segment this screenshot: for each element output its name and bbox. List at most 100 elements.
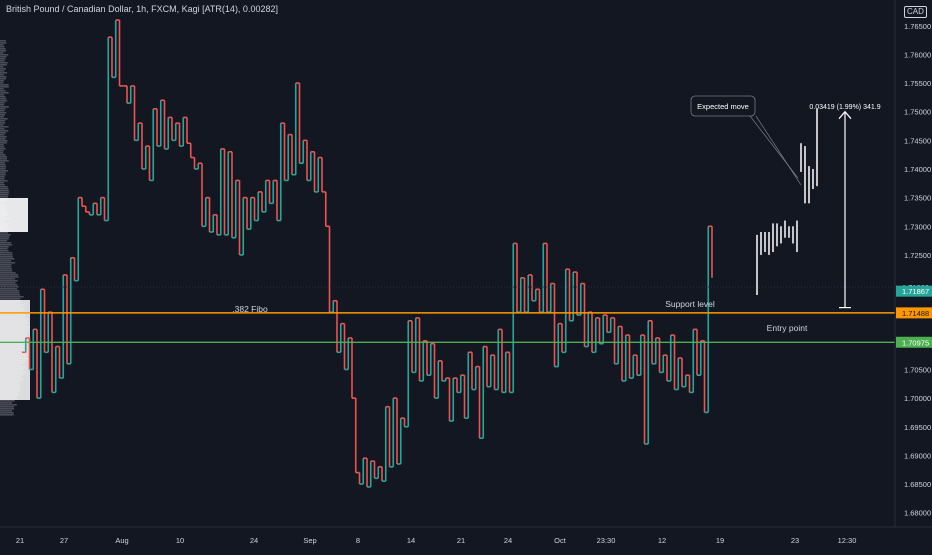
x-tick-label: 8 <box>356 536 360 545</box>
volume-profile-bar <box>0 190 10 192</box>
x-tick-label: Sep <box>303 536 316 545</box>
volume-profile-bar <box>0 62 8 64</box>
volume-profile-bar <box>0 106 9 108</box>
volume-profile-bar <box>0 296 24 298</box>
volume-profile-bar <box>0 180 8 182</box>
price-label-bg <box>896 307 932 319</box>
expected-move-label: Expected move <box>697 102 749 111</box>
volume-profile-bar <box>0 124 4 126</box>
volume-profile-bar <box>0 402 12 404</box>
volume-profile-bar <box>0 242 12 244</box>
volume-profile-bar <box>0 84 9 86</box>
volume-profile-bar <box>0 58 6 60</box>
volume-profile-bar <box>0 48 6 50</box>
volume-profile-bar <box>0 96 6 98</box>
volume-profile-bar <box>0 248 8 250</box>
volume-profile-bar <box>0 90 6 92</box>
volume-profile-bar <box>0 244 13 246</box>
volume-profile-bar <box>0 414 14 416</box>
fibo-line-label: .382 Fibo <box>232 304 268 314</box>
volume-profile-bar <box>0 240 7 242</box>
volume-profile-bar <box>0 260 12 262</box>
volume-profile-bar <box>0 138 6 140</box>
volume-profile-bar <box>0 188 9 190</box>
volume-profile-bar <box>0 266 12 268</box>
volume-profile-bar <box>0 86 9 88</box>
y-tick-label: 1.74000 <box>904 165 931 174</box>
x-tick-label: 12:30 <box>838 536 857 545</box>
volume-profile-bar <box>0 144 4 146</box>
volume-profile-bar <box>0 186 8 188</box>
volume-profile-bar <box>0 232 9 234</box>
volume-profile-bar <box>0 176 5 178</box>
volume-profile-bar <box>0 134 5 136</box>
volume-profile-bar <box>0 294 21 296</box>
price-label-bg <box>896 336 932 348</box>
measure-arrow-head <box>838 110 852 120</box>
volume-profile-bar <box>0 76 7 78</box>
volume-profile-bar <box>0 102 5 104</box>
volume-profile-bar <box>0 184 5 186</box>
volume-profile-bar <box>0 182 4 184</box>
volume-profile-bar <box>0 192 9 194</box>
volume-profile-bar <box>0 44 4 46</box>
volume-profile-bar <box>0 404 17 406</box>
currency-badge: CAD <box>904 6 927 18</box>
x-tick-label: Oct <box>554 536 567 545</box>
projection-drawing[interactable] <box>756 108 852 309</box>
volume-profile-bar <box>0 290 20 292</box>
volume-profile-bar <box>0 174 6 176</box>
volume-profile-bar <box>0 178 5 180</box>
y-tick-label: 1.70500 <box>904 365 931 374</box>
volume-profile-bar <box>0 254 13 256</box>
volume-profile-bar <box>0 262 16 264</box>
volume-profile-bar <box>0 272 16 274</box>
volume-profile-bar <box>0 142 7 144</box>
volume-profile-bar <box>0 166 7 168</box>
x-tick-label: 12 <box>658 536 666 545</box>
volume-profile-bar <box>0 170 9 172</box>
volume-profile-bar <box>0 72 8 74</box>
support-level-label: Support level <box>665 299 715 309</box>
time-axis[interactable]: 21 27 Aug 10 24 Sep 8 14 21 24 Oct 23:30 12 19 23 12:30 <box>16 536 857 545</box>
volume-profile-bar <box>0 82 4 84</box>
volume-profile-bar <box>0 268 12 270</box>
volume-profile-bar <box>0 132 6 134</box>
volume-profile-bar <box>0 194 9 196</box>
y-tick-label: 1.76000 <box>904 50 931 59</box>
price-label: 1.71867 <box>902 287 929 296</box>
volume-profile-bar <box>0 70 5 72</box>
volume-profile-bar <box>0 104 5 106</box>
volume-profile-bar <box>0 258 15 260</box>
volume-profile-bar <box>0 126 9 128</box>
volume-profile-bar <box>0 270 13 272</box>
volume-profile-bar <box>0 40 6 42</box>
price-label-bg <box>896 285 932 297</box>
expected-move-callout[interactable]: Expected move <box>690 95 802 186</box>
x-tick-label: 23:30 <box>597 536 616 545</box>
volume-profile-bar <box>0 108 6 110</box>
y-tick-label: 1.75500 <box>904 79 931 88</box>
volume-profile-bar <box>0 74 4 76</box>
y-tick-label: 1.73500 <box>904 194 931 203</box>
horizontal-lines[interactable] <box>0 286 895 343</box>
volume-profile-bar <box>0 156 8 158</box>
volume-profile-bar <box>0 136 7 138</box>
volume-profile-bar <box>0 94 5 96</box>
volume-profile-bar <box>0 146 5 148</box>
chart-title: British Pound / Canadian Dollar, 1h, FXC… <box>6 4 278 14</box>
measure-label: 0.03419 (1.99%) 341.9 <box>809 104 880 111</box>
volume-profile-bar <box>0 412 14 414</box>
volume-profile-bar <box>0 152 4 154</box>
y-tick-label: 1.75000 <box>904 108 931 117</box>
volume-profile-bar <box>0 282 16 284</box>
volume-profile-bar <box>0 68 6 70</box>
volume-profile-bar <box>0 140 8 142</box>
x-tick-label: 21 <box>16 536 24 545</box>
volume-profile-bar <box>0 56 7 58</box>
volume-profile-bar <box>0 116 4 118</box>
